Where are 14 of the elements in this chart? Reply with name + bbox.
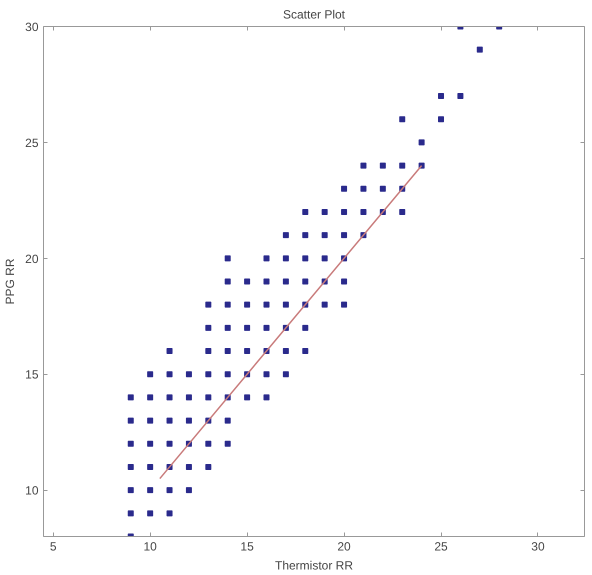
chart-title: Scatter Plot [282,8,346,22]
y-axis-title: PPG RR [3,258,18,305]
x-tick-label: 30 [531,540,545,554]
x-tick-label: 20 [337,540,352,554]
y-tick-label: 25 [25,136,39,150]
y-tick-label: 20 [25,252,39,266]
y-tick-label: 15 [25,368,39,382]
y-tick-label: 10 [25,484,39,498]
x-tick-label: 5 [50,540,57,554]
x-tick-label: 25 [434,540,448,554]
x-tick-label: 10 [143,540,158,554]
x-axis-title: Thermistor RR [274,558,354,572]
y-tick-label: 30 [25,20,39,34]
x-tick-label: 15 [240,540,254,554]
